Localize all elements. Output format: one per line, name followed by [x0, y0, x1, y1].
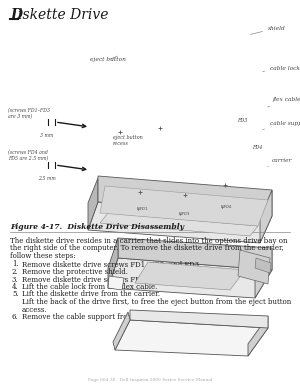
Text: (screws FD1–FD3: (screws FD1–FD3 [8, 108, 50, 113]
Polygon shape [88, 202, 272, 243]
Text: 2.: 2. [12, 268, 19, 276]
Text: 5.: 5. [12, 291, 19, 298]
Polygon shape [115, 320, 268, 356]
Text: Lift the diskette drive from the carrier.: Lift the diskette drive from the carrier… [22, 291, 160, 298]
Text: eject button
recess: eject button recess [113, 135, 143, 146]
Polygon shape [248, 316, 268, 356]
Text: FD4: FD4 [252, 145, 262, 150]
Text: cable support: cable support [263, 121, 300, 130]
Text: Lift the back of the drive first, to free the eject button from the eject button: Lift the back of the drive first, to fre… [22, 298, 291, 306]
Text: D: D [10, 8, 22, 22]
Text: 2.5 mm: 2.5 mm [38, 176, 56, 181]
Text: Remove diskette drive screws FD4 and FD5.: Remove diskette drive screws FD4 and FD5… [22, 275, 180, 284]
Polygon shape [88, 178, 98, 230]
Polygon shape [100, 186, 268, 226]
Text: 3.: 3. [12, 275, 19, 284]
Text: 3 mm: 3 mm [40, 133, 53, 138]
Text: carrier: carrier [268, 158, 292, 167]
Polygon shape [118, 238, 272, 270]
Text: $\psi_{FD1}$: $\psi_{FD1}$ [136, 205, 148, 213]
Polygon shape [255, 258, 271, 273]
Polygon shape [100, 213, 258, 236]
Polygon shape [108, 276, 124, 290]
Text: FD3: FD3 [237, 118, 247, 123]
Text: Remove diskette drive screws FD1, FD2, and FD3.: Remove diskette drive screws FD1, FD2, a… [22, 260, 201, 268]
Text: follow these steps:: follow these steps: [10, 252, 76, 260]
Text: the right side of the computer. To remove the diskette drive from the carrier,: the right side of the computer. To remov… [10, 244, 284, 253]
Text: 4.: 4. [12, 283, 19, 291]
Text: Remove the protective shield.: Remove the protective shield. [22, 268, 128, 276]
Polygon shape [98, 176, 272, 216]
Text: iskette Drive: iskette Drive [18, 8, 109, 22]
Text: cable lock: cable lock [263, 66, 300, 71]
Text: shield: shield [251, 26, 286, 35]
Polygon shape [108, 238, 118, 288]
Text: $\psi_{FD4}$: $\psi_{FD4}$ [220, 203, 233, 211]
Text: $\psi_{FD3}$: $\psi_{FD3}$ [178, 210, 190, 218]
Text: FD5 are 2.5 mm): FD5 are 2.5 mm) [8, 156, 48, 161]
Polygon shape [113, 312, 130, 350]
Text: (screws FD4 and: (screws FD4 and [8, 150, 48, 155]
Text: 1.: 1. [12, 260, 19, 268]
Polygon shape [255, 248, 272, 298]
Polygon shape [238, 250, 270, 284]
Text: flex cable: flex cable [268, 97, 300, 107]
Polygon shape [130, 310, 268, 328]
Text: Lift the cable lock from the flex cable.: Lift the cable lock from the flex cable. [22, 283, 158, 291]
Text: 6.: 6. [12, 313, 19, 321]
Text: The diskette drive resides in a carrier that slides into the options drive bay o: The diskette drive resides in a carrier … [10, 237, 287, 245]
Polygon shape [135, 262, 245, 290]
Text: are 3 mm): are 3 mm) [8, 114, 32, 119]
Text: Page 664-30   Dell Inspiron 3000 Series Service Manual: Page 664-30 Dell Inspiron 3000 Series Se… [88, 378, 212, 382]
Text: Figure 4-17.  Diskette Drive Disassembly: Figure 4-17. Diskette Drive Disassembly [10, 223, 184, 231]
Text: Remove the cable support from the flex-cable connector.: Remove the cable support from the flex-c… [22, 313, 224, 321]
Text: eject button: eject button [90, 56, 126, 62]
Polygon shape [260, 190, 272, 243]
Polygon shape [108, 258, 272, 298]
Text: access.: access. [22, 305, 48, 314]
